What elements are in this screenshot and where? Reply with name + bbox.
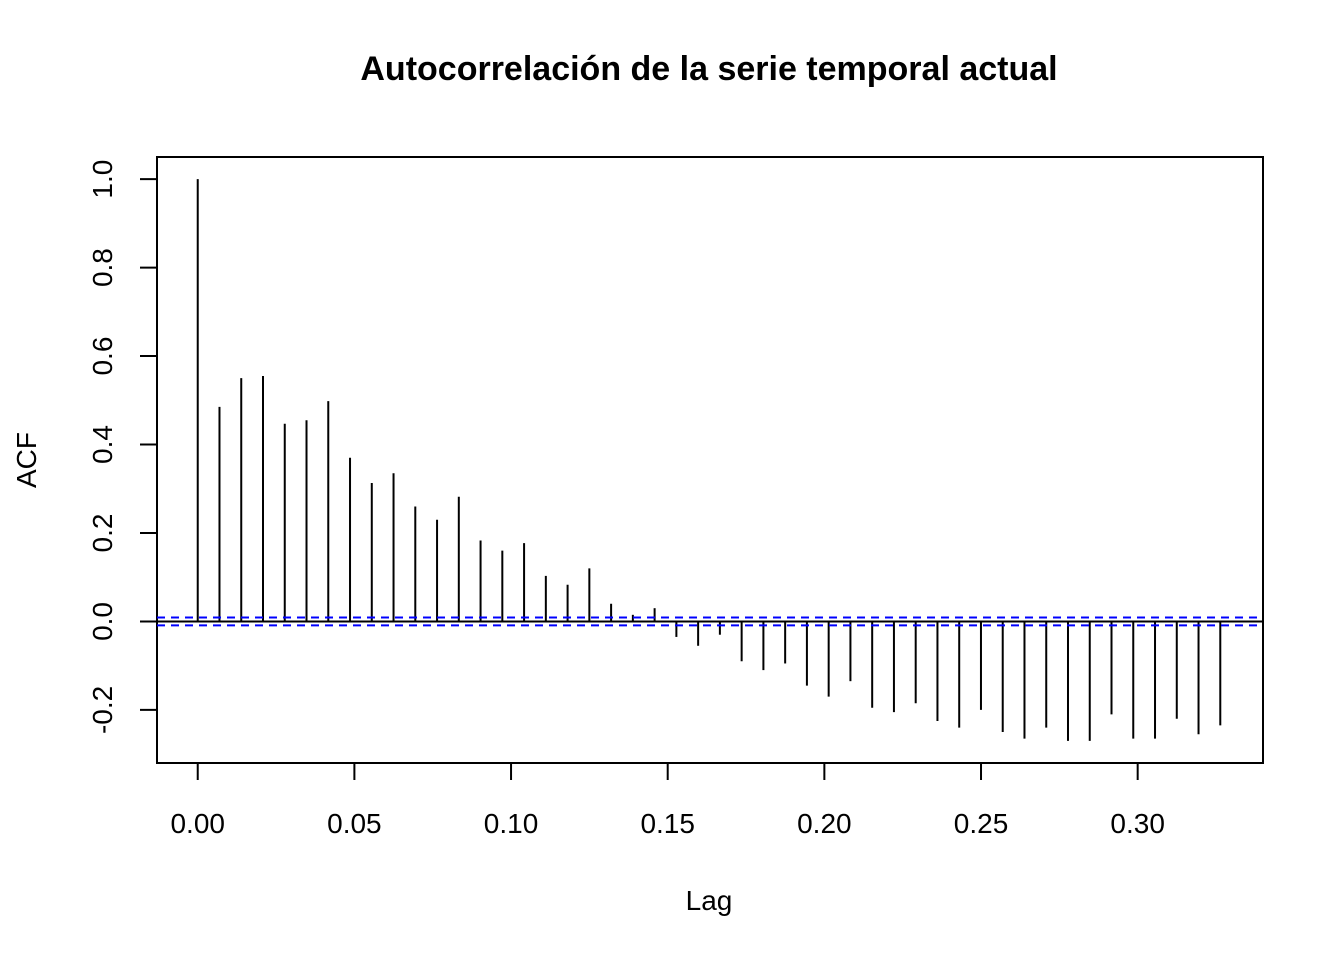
plot-frame: [156, 156, 1264, 764]
x-tick-label: 0.30: [1110, 808, 1165, 839]
x-tick-label: 0.10: [484, 808, 539, 839]
x-tick-label: 0.25: [954, 808, 1009, 839]
y-axis-label: ACF: [11, 432, 42, 488]
x-axis: 0.00 0.05 0.10 0.15 0.20 0.25 0.30: [170, 762, 1165, 839]
y-tick-label: 0.6: [87, 337, 118, 376]
x-tick-label: 0.20: [797, 808, 852, 839]
y-tick-label: 1.0: [87, 160, 118, 199]
x-tick-label: 0.00: [170, 808, 225, 839]
chart-title: Autocorrelación de la serie temporal act…: [360, 50, 1057, 88]
y-tick-label: 0.4: [87, 425, 118, 464]
y-tick-label: 0.8: [87, 248, 118, 287]
y-tick-label: 0.2: [87, 514, 118, 553]
y-tick-label: 0.0: [87, 602, 118, 641]
x-axis-label: Lag: [686, 885, 733, 916]
confidence-bounds: [157, 616, 1263, 627]
y-axis: -0.2 0.0 0.2 0.4 0.6 0.8 1.0: [87, 160, 158, 734]
y-tick-label: -0.2: [87, 686, 118, 734]
x-tick-label: 0.05: [327, 808, 382, 839]
x-tick-label: 0.15: [640, 808, 695, 839]
acf-bars: [196, 179, 1222, 741]
